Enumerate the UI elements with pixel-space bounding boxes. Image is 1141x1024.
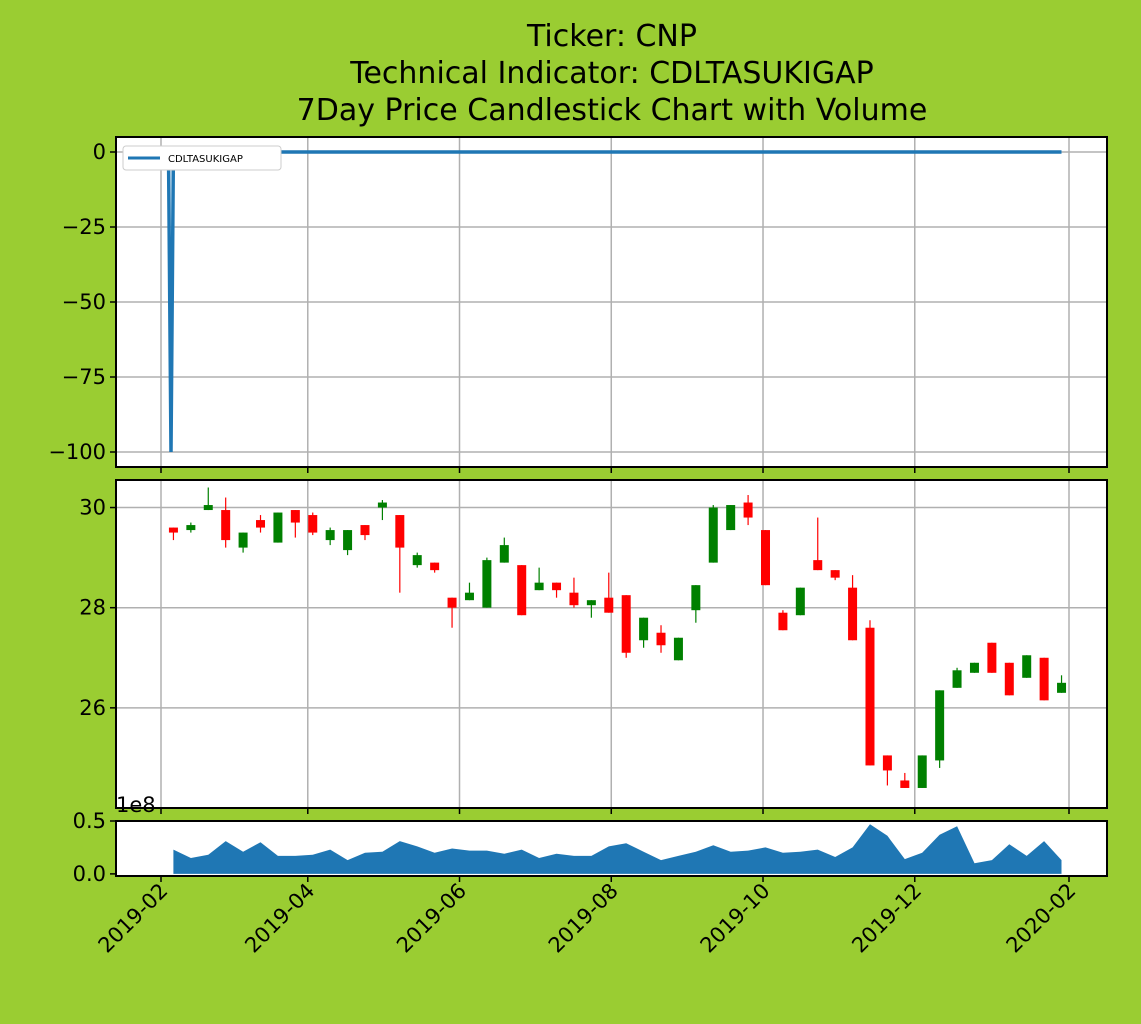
- candle-body: [569, 592, 579, 606]
- candle-body: [917, 755, 927, 788]
- legend-label: CDLTASUKIGAP: [168, 154, 243, 165]
- candle-body: [534, 582, 544, 591]
- chart-title-subtitle: 7Day Price Candlestick Chart with Volume: [297, 93, 928, 128]
- x-tick-label: 2019-04: [240, 879, 319, 958]
- candle-body: [325, 530, 335, 541]
- candle-body: [464, 592, 474, 601]
- candle-body: [412, 555, 422, 566]
- candle-body: [499, 545, 509, 563]
- x-tick-label: 2019-10: [696, 879, 775, 958]
- candle-body: [987, 642, 997, 673]
- candle-body: [726, 505, 736, 531]
- candle-body: [882, 755, 892, 771]
- indicator-y-tick-label: −100: [48, 440, 106, 464]
- candle-body: [273, 512, 283, 543]
- chart-layer: 0 −25 −50 −75 −100 CDLTASUKIGAP 26 28 30 0.0 0.5 1e…: [48, 136, 1108, 958]
- candle-body: [430, 562, 440, 571]
- indicator-y-tick-label: −50: [62, 290, 106, 314]
- volume-area: [173, 824, 1062, 874]
- x-tick-label: 2020-02: [1002, 879, 1081, 958]
- candle-body: [865, 627, 875, 766]
- candle-body: [813, 560, 823, 571]
- candle-body: [552, 582, 562, 591]
- price-y-tick-label: 26: [79, 696, 106, 720]
- chart-title-ticker: Ticker: CNP: [526, 19, 697, 54]
- candle-body: [1004, 662, 1014, 696]
- x-tick-label: 2019-02: [94, 879, 173, 958]
- candle-body: [604, 597, 614, 613]
- candle-body: [1022, 655, 1032, 678]
- candle-body: [1039, 657, 1049, 701]
- candle-body: [447, 597, 457, 608]
- candle-body: [290, 510, 300, 523]
- indicator-y-tick-label: −25: [62, 215, 106, 239]
- candle-body: [639, 617, 649, 641]
- candle-body: [691, 585, 701, 611]
- price-y-tick-label: 28: [79, 596, 106, 620]
- x-tick-label: 2019-12: [847, 879, 926, 958]
- candle-body: [238, 532, 248, 548]
- price-y-tick-label: 30: [79, 496, 106, 520]
- candle-body: [221, 510, 231, 541]
- legend-box: [122, 145, 282, 171]
- candle-body: [621, 595, 631, 653]
- candle-body: [673, 637, 683, 661]
- candle-body: [935, 690, 945, 761]
- candle-body: [708, 507, 718, 563]
- candle-body: [343, 530, 353, 551]
- candle-body: [778, 612, 788, 631]
- candle-body: [1057, 682, 1067, 693]
- candle-body: [186, 525, 196, 531]
- candle-body: [830, 570, 840, 578]
- candle-body: [952, 670, 962, 688]
- candle-body: [377, 502, 387, 508]
- volume-y-tick-label: 0.0: [73, 862, 106, 886]
- candle-body: [586, 600, 596, 606]
- candle-body: [761, 530, 771, 586]
- chart-title-indicator: Technical Indicator: CDLTASUKIGAP: [349, 56, 874, 91]
- x-tick-label: 2019-06: [392, 879, 471, 958]
- candle-body: [517, 565, 527, 616]
- candle-body: [308, 515, 318, 533]
- candle-body: [656, 632, 666, 646]
- volume-y-tick-label: 0.5: [73, 809, 106, 833]
- candle-body: [360, 525, 370, 536]
- indicator-y-tick-label: −75: [62, 365, 106, 389]
- candle-body: [203, 505, 213, 511]
- candle-body: [848, 587, 858, 641]
- candle-body: [743, 502, 753, 518]
- candle-body: [795, 587, 805, 616]
- candle-body: [900, 780, 910, 788]
- x-tick-label: 2019-08: [544, 879, 623, 958]
- candle-body: [482, 560, 492, 608]
- candle-body: [969, 662, 979, 673]
- indicator-y-tick-label: 0: [93, 140, 106, 164]
- candle-body: [168, 527, 178, 533]
- candle-body: [256, 520, 266, 528]
- volume-scale-label: 1e8: [116, 793, 156, 817]
- candle-body: [395, 515, 405, 548]
